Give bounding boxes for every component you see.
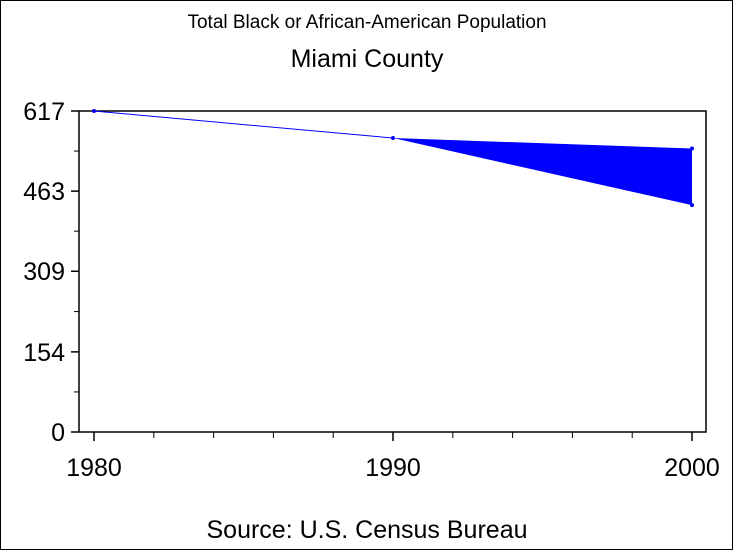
y-tick-label: 309 — [23, 258, 65, 286]
y-tick-label: 154 — [23, 339, 65, 367]
y-tick-label: 463 — [23, 178, 65, 206]
x-tick-label: 1980 — [66, 454, 122, 482]
chart-subtitle: Miami County — [291, 45, 444, 73]
y-tick-label: 0 — [51, 419, 65, 447]
chart-title: Total Black or African-American Populati… — [187, 12, 546, 33]
data-point — [391, 136, 395, 141]
chart-footnote: Source: U.S. Census Bureau — [207, 516, 528, 544]
y-tick-label: 617 — [23, 98, 65, 126]
x-tick-label: 2000 — [664, 454, 720, 482]
x-tick-label: 1990 — [365, 454, 421, 482]
data-point — [690, 203, 694, 208]
data-point — [92, 109, 96, 113]
series-line — [93, 110, 394, 139]
projection-area — [393, 138, 692, 206]
data-point — [690, 146, 694, 151]
